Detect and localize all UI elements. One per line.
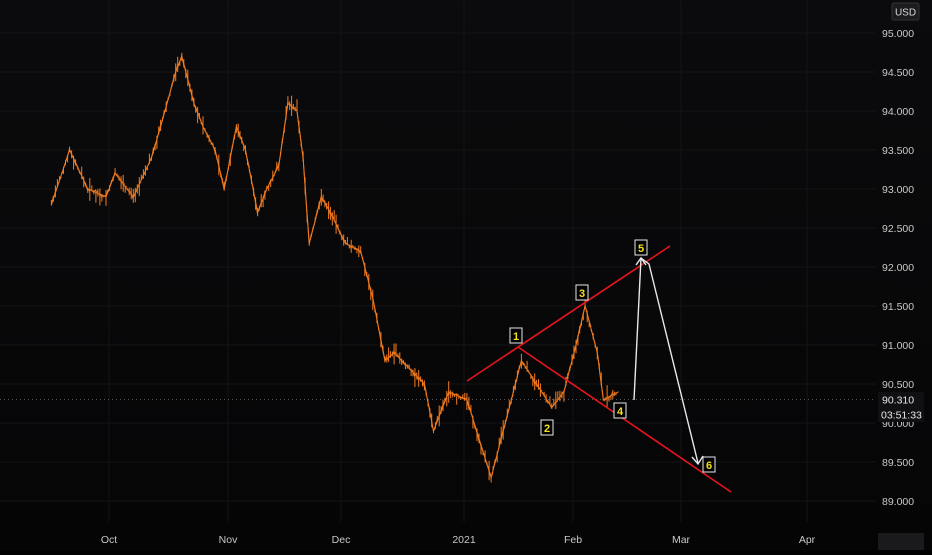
y-tick-label: 93.500	[882, 145, 914, 157]
x-tick-label: Feb	[564, 534, 582, 546]
wave-label-5-text: 5	[638, 243, 644, 255]
price-series	[51, 53, 618, 483]
x-tick-label: Mar	[672, 534, 691, 546]
wave-label-1-text: 1	[513, 331, 519, 343]
wave-label-1: 1	[510, 328, 522, 343]
price-axis[interactable]: 95.000 94.500 94.000 93.500 93.000 92.500 92.0…	[882, 28, 914, 508]
projection-leg-down	[641, 258, 698, 463]
wave-label-3: 3	[576, 285, 588, 300]
wave-label-4: 4	[614, 403, 626, 418]
wave-label-4-text: 4	[617, 406, 624, 418]
y-tick-label: 94.000	[882, 106, 914, 118]
x-tick-label: 2021	[452, 534, 476, 546]
y-tick-label: 90.500	[882, 379, 914, 391]
wave-label-6-text: 6	[706, 460, 712, 472]
y-tick-label: 91.000	[882, 340, 914, 352]
y-tick-label: 92.500	[882, 223, 914, 235]
upper-trendline	[467, 246, 670, 381]
y-tick-label: 89.500	[882, 457, 914, 469]
y-tick-label: 89.000	[882, 496, 914, 508]
wave-label-6: 6	[703, 457, 715, 472]
x-tick-label: Dec	[332, 534, 351, 546]
wave-label-5: 5	[635, 240, 647, 255]
wave-label-2-text: 2	[544, 423, 550, 435]
y-tick-label: 91.500	[882, 301, 914, 313]
scroll-to-realtime-button[interactable]	[878, 533, 924, 550]
last-price-tag: 90.310 03:51:33	[878, 392, 924, 422]
x-tick-label: Oct	[101, 534, 117, 546]
y-tick-label: 95.000	[882, 28, 914, 40]
y-tick-label: 93.000	[882, 184, 914, 196]
currency-badge[interactable]: USD	[892, 3, 919, 20]
y-tick-label: 92.000	[882, 262, 914, 274]
projection-leg-up	[634, 258, 641, 400]
y-tick-label: 94.500	[882, 67, 914, 79]
last-price-value: 90.310	[882, 395, 914, 407]
x-tick-label: Nov	[219, 534, 238, 546]
wave-label-3-text: 3	[579, 288, 585, 300]
wave-label-2: 2	[541, 420, 553, 435]
time-axis[interactable]: Oct Nov Dec 2021 Feb Mar Apr	[101, 534, 816, 546]
grid	[0, 0, 876, 522]
x-tick-label: Apr	[799, 534, 816, 546]
bar-countdown: 03:51:33	[881, 410, 922, 422]
currency-label: USD	[895, 8, 916, 19]
